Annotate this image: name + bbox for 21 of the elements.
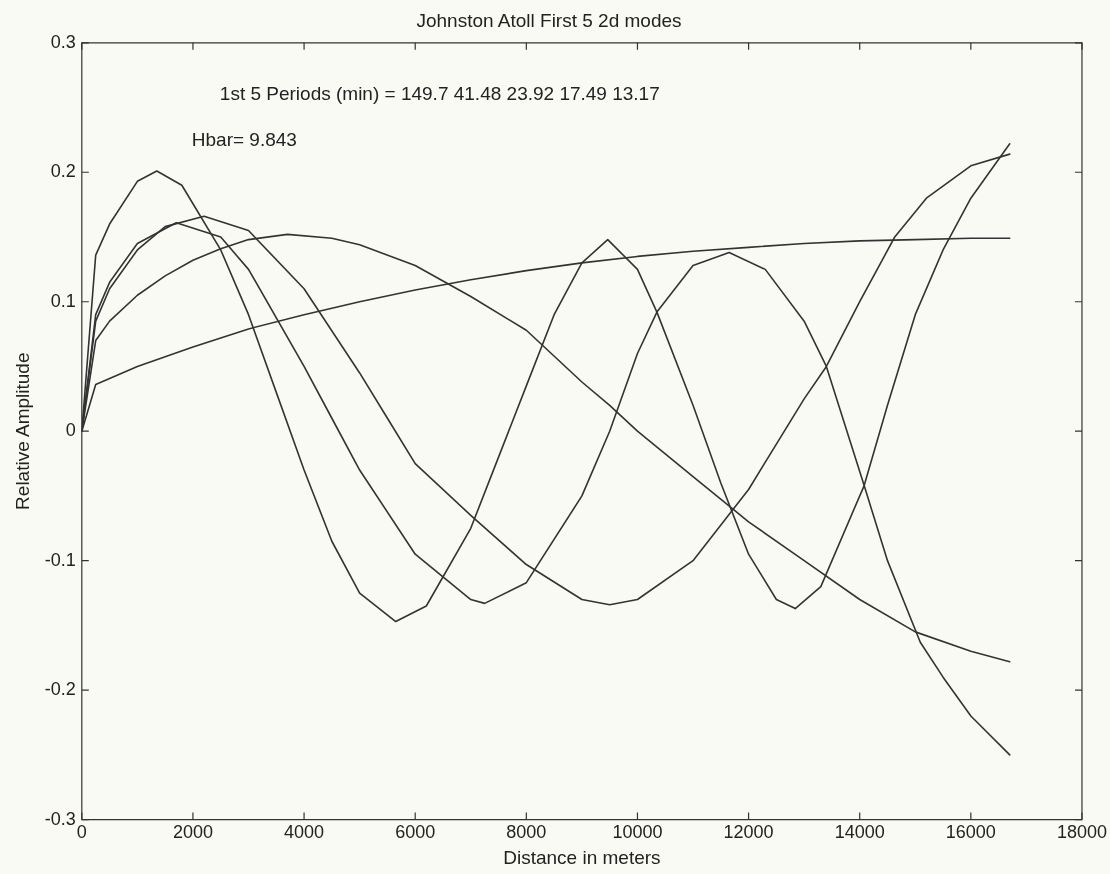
y-tick-label: -0.1 bbox=[44, 549, 76, 570]
y-tick-label: -0.3 bbox=[44, 808, 76, 829]
x-tick-label: 14000 bbox=[834, 822, 885, 843]
annotation: 1st 5 Periods (min) = 149.7 41.48 23.92 17.49 13.17 bbox=[219, 83, 660, 105]
x-axis-title: Distance in meters bbox=[503, 846, 661, 868]
chart-title: Johnston Atoll First 5 2d modes bbox=[416, 9, 682, 31]
x-tick-label: 6000 bbox=[395, 822, 436, 843]
annotation: Hbar= 9.843 bbox=[191, 129, 297, 151]
y-tick-label: 0.1 bbox=[50, 290, 76, 311]
x-tick-label: 2000 bbox=[172, 822, 213, 843]
x-tick-label: 8000 bbox=[506, 822, 547, 843]
x-tick-label: 4000 bbox=[284, 822, 325, 843]
x-tick-label: 12000 bbox=[723, 822, 774, 843]
y-tick-label: 0.3 bbox=[50, 31, 76, 52]
x-tick-label: 18000 bbox=[1056, 822, 1107, 843]
x-tick-label: 16000 bbox=[945, 822, 996, 843]
y-tick-label: -0.2 bbox=[44, 679, 76, 700]
y-axis-title: Relative Amplitude bbox=[11, 352, 33, 510]
y-tick-label: 0.2 bbox=[50, 161, 76, 182]
y-tick-label: 0 bbox=[65, 420, 76, 441]
x-tick-label: 10000 bbox=[612, 822, 663, 843]
